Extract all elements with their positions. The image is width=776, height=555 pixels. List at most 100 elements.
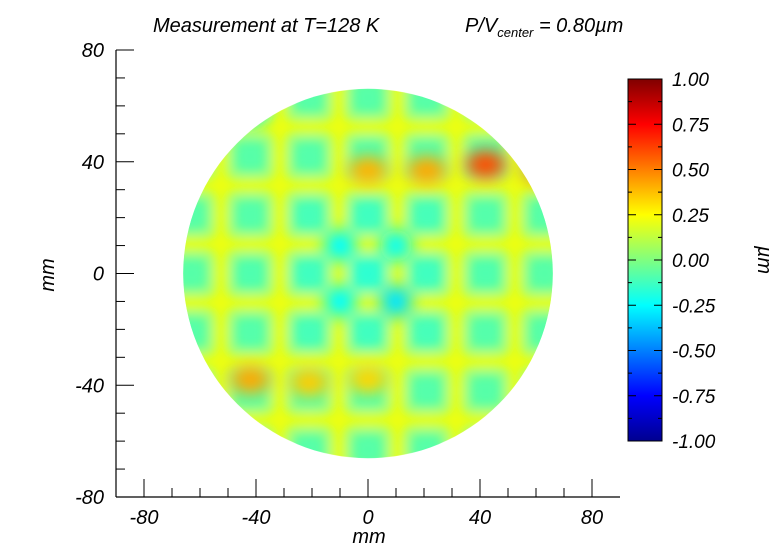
wafer-cell xyxy=(233,197,268,232)
wafer-cell xyxy=(183,315,209,350)
wafer-cell xyxy=(409,197,444,232)
wafer-cell xyxy=(409,315,444,350)
y-tick-label: -80 xyxy=(75,487,104,509)
cold-spot xyxy=(380,285,412,318)
grid-line-v xyxy=(155,78,169,469)
colorbar-tick-label: 0.50 xyxy=(672,161,709,182)
grid-line-h xyxy=(183,413,553,428)
hot-spot xyxy=(465,150,506,179)
hot-spot xyxy=(348,156,388,185)
colorbar-tick-label: 0.25 xyxy=(672,206,709,227)
colorbar-tick-label: -0.25 xyxy=(672,296,716,317)
wafer-cell xyxy=(468,88,503,115)
grid-line-h xyxy=(183,237,553,252)
wafer-map xyxy=(155,61,581,469)
wafer-cell xyxy=(409,88,444,115)
wafer-cell xyxy=(527,432,553,459)
wafer-cell xyxy=(527,197,553,232)
y-tick-label: 80 xyxy=(82,40,104,62)
wafer-cell xyxy=(292,432,327,459)
colorbar-tick-label: 1.00 xyxy=(672,70,709,91)
colorbar-ticks: 1.00 0.75 0.50 0.25 0.00 -0.25 -0.50 -0.75 -1.00 xyxy=(628,70,716,453)
colorbar-unit-label: µm xyxy=(753,245,775,274)
axes: 80 40 0 -40 -80 -80 -40 0 40 80 xyxy=(75,40,620,529)
wafer-cell xyxy=(409,373,444,408)
hot-spot xyxy=(230,365,271,394)
wafer-cell xyxy=(527,315,553,350)
wafer-cell xyxy=(233,256,268,291)
grid-line-h xyxy=(172,61,564,75)
wafer-cell xyxy=(183,197,209,232)
colorbar-tick-label: 0.75 xyxy=(672,115,709,136)
x-tick-label: 40 xyxy=(469,507,491,529)
cold-spot xyxy=(324,229,356,262)
x-axis-label: mm xyxy=(352,526,385,548)
hot-spot xyxy=(521,156,553,185)
wafer-cell xyxy=(351,88,385,115)
wafer-cell xyxy=(527,139,553,174)
cold-spot xyxy=(380,229,412,262)
grid-line-v xyxy=(567,78,581,469)
wafer-cell xyxy=(468,197,503,232)
wafer-cell xyxy=(468,256,503,291)
x-tick-label: 80 xyxy=(581,507,603,529)
x-tick-label: 0 xyxy=(362,507,373,529)
wafer-cell xyxy=(527,256,553,291)
grid-line-v xyxy=(272,88,287,459)
grid-line-h xyxy=(183,295,553,310)
wafer-cell xyxy=(468,373,503,408)
chart-title-pv: P/Vcenter = 0.80µm xyxy=(465,15,623,40)
grid-line-v xyxy=(390,88,405,459)
wafer-cell xyxy=(351,197,385,232)
wafer-cell xyxy=(183,139,209,174)
grid-line-v xyxy=(214,88,228,459)
wafer-cell xyxy=(351,256,385,291)
grid-line-h xyxy=(183,178,553,193)
wafer-cell xyxy=(233,432,268,459)
wafer-cell xyxy=(233,88,268,115)
wafer-cell xyxy=(292,88,327,115)
hot-spot xyxy=(406,156,447,185)
wafer-cell xyxy=(233,139,268,174)
grid-line-v xyxy=(331,88,346,459)
grid-line-h xyxy=(183,119,553,134)
y-tick-label: 40 xyxy=(82,152,104,174)
wafer-cell xyxy=(351,432,385,459)
cold-spot xyxy=(234,95,267,128)
colorbar-tick-label: -0.50 xyxy=(672,342,716,363)
wafer-cell xyxy=(292,256,327,291)
grid-line-v xyxy=(449,88,464,459)
wafer-cell xyxy=(292,197,327,232)
wafer-cell xyxy=(409,256,444,291)
wafer-cell xyxy=(183,256,209,291)
y-tick-label: -40 xyxy=(75,375,104,397)
hot-spot xyxy=(289,368,330,397)
cold-spot xyxy=(324,285,356,318)
hot-spot xyxy=(348,365,388,394)
wafer-cell xyxy=(292,139,327,174)
x-tick-label: -80 xyxy=(130,507,159,529)
x-tick-label: -40 xyxy=(242,507,271,529)
y-axis-label: mm xyxy=(37,258,59,291)
wafer-cell xyxy=(351,315,385,350)
chart-title-measurement: Measurement at T=128 K xyxy=(153,15,381,37)
grid-line-v xyxy=(508,88,522,459)
y-tick-label: 0 xyxy=(93,264,104,286)
wafer-cell xyxy=(468,432,503,459)
wafer-cell xyxy=(183,373,209,408)
colorbar-tick-label: -0.75 xyxy=(672,387,716,408)
pv-prefix: P/V xyxy=(465,15,499,37)
pv-suffix: = 0.80µm xyxy=(533,15,623,37)
wafer-cell xyxy=(409,432,444,459)
colorbar-tick-label: -1.00 xyxy=(672,432,716,453)
wafer-cell xyxy=(527,88,553,115)
wafer-cell xyxy=(468,315,503,350)
wafer-cell xyxy=(183,432,209,459)
wafer-cell xyxy=(292,315,327,350)
pv-subscript: center xyxy=(497,25,534,40)
colorbar-tick-label: 0.00 xyxy=(672,251,709,272)
wafer-cell xyxy=(183,88,209,115)
wafer-cell xyxy=(527,373,553,408)
wafer-cell xyxy=(233,315,268,350)
